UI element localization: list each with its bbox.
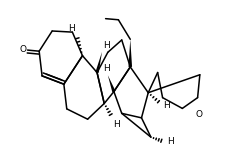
Text: O: O [19, 45, 26, 54]
Text: H: H [103, 41, 110, 50]
Text: H: H [167, 137, 173, 146]
Text: H: H [68, 24, 75, 33]
Text: H: H [103, 64, 110, 73]
Text: H: H [114, 120, 120, 129]
Polygon shape [95, 52, 102, 73]
Polygon shape [108, 75, 115, 92]
Text: O: O [196, 109, 203, 119]
Text: H: H [163, 101, 170, 109]
Polygon shape [129, 39, 132, 67]
